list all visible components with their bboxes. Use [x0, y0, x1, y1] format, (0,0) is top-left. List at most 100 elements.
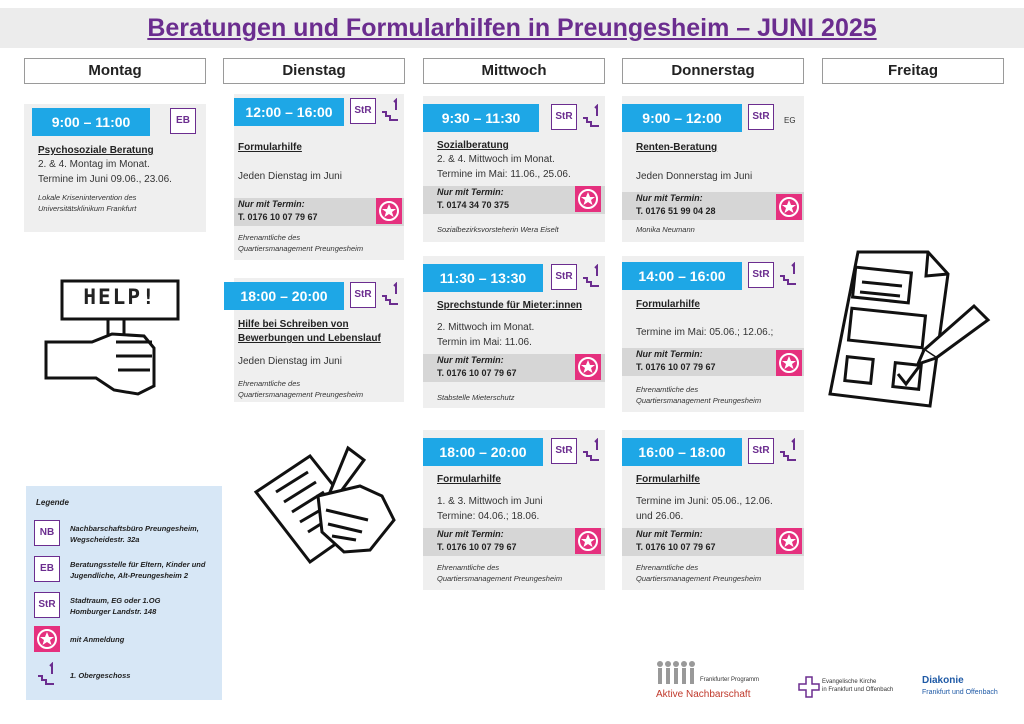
legend-text: 1. Obergeschoss — [70, 671, 131, 680]
card-footer: Universitätsklinikum Frankfurt — [38, 204, 137, 213]
checklist-form-icon — [828, 250, 991, 408]
appointment-card-donnerstag-1: 9:00 – 12:00 StR EG Renten-Beratung Jede… — [622, 96, 804, 242]
stairs-icon — [382, 282, 398, 305]
aktive-nachbarschaft-logo-icon — [657, 661, 695, 684]
phone-box: Nur mit Termin: T. 0176 51 99 04 28 — [622, 192, 804, 220]
time-bar: 18:00 – 20:00 — [224, 282, 344, 310]
card-footer: Monika Neumann — [636, 225, 695, 234]
card-text: Jeden Dienstag im Juni — [238, 171, 342, 182]
registration-star-icon — [575, 186, 601, 212]
logo-text: in Frankfurt und Offenbach — [822, 687, 894, 693]
registration-star-icon — [575, 354, 601, 380]
floor-label: EG — [784, 116, 796, 125]
card-text: Termine im Juni: 05.06., 12.06. — [636, 496, 773, 507]
phone-label: Nur mit Termin: — [437, 355, 504, 365]
card-footer: Ehrenamtliche des — [636, 385, 699, 394]
time-bar: 11:30 – 13:30 — [423, 264, 543, 292]
legend-text: Beratungsstelle für Eltern, Kinder und — [70, 560, 206, 569]
card-footer: Sozialbezirksvorsteherin Wera Eiselt — [437, 225, 559, 234]
day-header-dienstag: Dienstag — [223, 58, 405, 84]
location-badge: StR — [748, 262, 774, 288]
legend-badge-eb: EB — [34, 556, 60, 582]
stairs-icon — [583, 104, 599, 127]
phone-number: T. 0176 10 07 79 67 — [238, 212, 318, 222]
card-title: Formularhilfe — [238, 142, 302, 153]
page-title: Beratungen und Formularhilfen in Preunge… — [147, 14, 877, 42]
help-sign-text: HELP! — [83, 285, 157, 309]
card-text: Jeden Donnerstag im Juni — [636, 171, 753, 182]
registration-star-icon — [34, 626, 60, 652]
registration-star-icon — [776, 528, 802, 554]
logo-text: Frankfurter Programm — [700, 677, 760, 683]
card-footer: Stabstelle Mieterschutz — [437, 393, 515, 402]
location-badge: EB — [170, 108, 196, 134]
card-footer: Ehrenamtliche des — [437, 563, 500, 572]
time-bar: 18:00 – 20:00 — [423, 438, 543, 466]
phone-number: T. 0176 10 07 79 67 — [636, 362, 716, 372]
card-text: Termine im Mai: 05.06.; 12.06.; — [636, 327, 774, 338]
legend-text: Stadtraum, EG oder 1.OG — [70, 596, 161, 605]
card-text: 2. Mittwoch im Monat. — [437, 322, 535, 333]
day-header-montag: Montag — [24, 58, 206, 84]
church-cross-logo-icon — [798, 676, 820, 698]
registration-star-icon — [575, 528, 601, 554]
card-footer: Quartiersmanagement Preungesheim — [636, 396, 762, 405]
card-footer: Quartiersmanagement Preungesheim — [238, 390, 364, 399]
phone-number: T. 0176 10 07 79 67 — [437, 542, 517, 552]
card-text: Jeden Dienstag im Juni — [238, 356, 342, 367]
location-badge: StR — [350, 98, 376, 124]
card-footer: Quartiersmanagement Preungesheim — [238, 244, 364, 253]
appointment-card-dienstag-2: 18:00 – 20:00 StR Hilfe bei Schreiben vo… — [224, 278, 404, 402]
location-badge: StR — [551, 104, 577, 130]
registration-star-icon — [776, 350, 802, 376]
phone-label: Nur mit Termin: — [636, 529, 703, 539]
appointment-card-mittwoch-1: 9:30 – 11:30 StR Sozialberatung 2. & 4. … — [423, 96, 605, 242]
card-title: Sozialberatung — [437, 140, 509, 151]
appointment-card-mittwoch-3: 18:00 – 20:00 StR Formularhilfe 1. & 3. … — [423, 430, 605, 590]
legend-badge-nb: NB — [34, 520, 60, 546]
appointment-card-mittwoch-2: 11:30 – 13:30 StR Sprechstunde für Miete… — [423, 256, 605, 408]
stairs-icon — [382, 98, 398, 121]
title-bar — [0, 8, 1024, 48]
phone-label: Nur mit Termin: — [437, 529, 504, 539]
card-title: Psychosoziale Beratung — [38, 145, 154, 156]
stairs-icon — [780, 262, 796, 285]
legend-text: Nachbarschaftsbüro Preungesheim, — [70, 524, 199, 533]
location-badge: StR — [350, 282, 376, 308]
legend-badge-str: StR — [34, 592, 60, 618]
card-text: Termine: 04.06.; 18.06. — [437, 511, 540, 522]
time-bar: 12:00 – 16:00 — [234, 98, 344, 126]
time-bar: 9:00 – 12:00 — [622, 104, 742, 132]
time-bar: 9:00 – 11:00 — [32, 108, 150, 136]
phone-box: Nur mit Termin: T. 0176 10 07 79 67 — [622, 348, 804, 376]
card-title: Bewerbungen und Lebenslauf — [238, 333, 381, 344]
stairs-icon — [780, 438, 796, 461]
card-text: 2. & 4. Montag im Monat. — [38, 159, 150, 170]
card-text: Termin im Mai: 11.06. — [437, 337, 532, 348]
card-footer: Ehrenamtliche des — [238, 233, 301, 242]
appointment-card-donnerstag-3: 16:00 – 18:00 StR Formularhilfe Termine … — [622, 430, 804, 590]
stairs-icon — [583, 438, 599, 461]
phone-box: Nur mit Termin: T. 0176 10 07 79 67 — [622, 528, 804, 556]
appointment-card-donnerstag-2: 14:00 – 16:00 StR Formularhilfe Termine … — [622, 256, 804, 412]
time-bar: 14:00 – 16:00 — [622, 262, 742, 290]
card-title: Sprechstunde für Mieter:innen — [437, 300, 583, 311]
card-footer: Ehrenamtliche des — [238, 379, 301, 388]
card-title: Formularhilfe — [636, 474, 700, 485]
stairs-icon — [38, 662, 54, 685]
phone-label: Nur mit Termin: — [437, 187, 504, 197]
day-header-donnerstag: Donnerstag — [622, 58, 804, 84]
day-header-mittwoch: Mittwoch — [423, 58, 605, 84]
location-badge: StR — [748, 104, 774, 130]
card-text: 1. & 3. Mittwoch im Juni — [437, 496, 543, 507]
card-text: 2. & 4. Mittwoch im Monat. — [437, 154, 555, 165]
phone-label: Nur mit Termin: — [636, 349, 703, 359]
card-title: Formularhilfe — [437, 474, 501, 485]
legend-text: Wegscheidestr. 32a — [70, 535, 140, 544]
card-footer: Quartiersmanagement Preungesheim — [636, 574, 762, 583]
legend-text: Homburger Landstr. 148 — [70, 607, 157, 616]
card-footer: Lokale Krisenintervention des — [38, 193, 137, 202]
time-bar: 16:00 – 18:00 — [622, 438, 742, 466]
legend-title: Legende — [36, 498, 69, 507]
card-title: Formularhilfe — [636, 299, 700, 310]
